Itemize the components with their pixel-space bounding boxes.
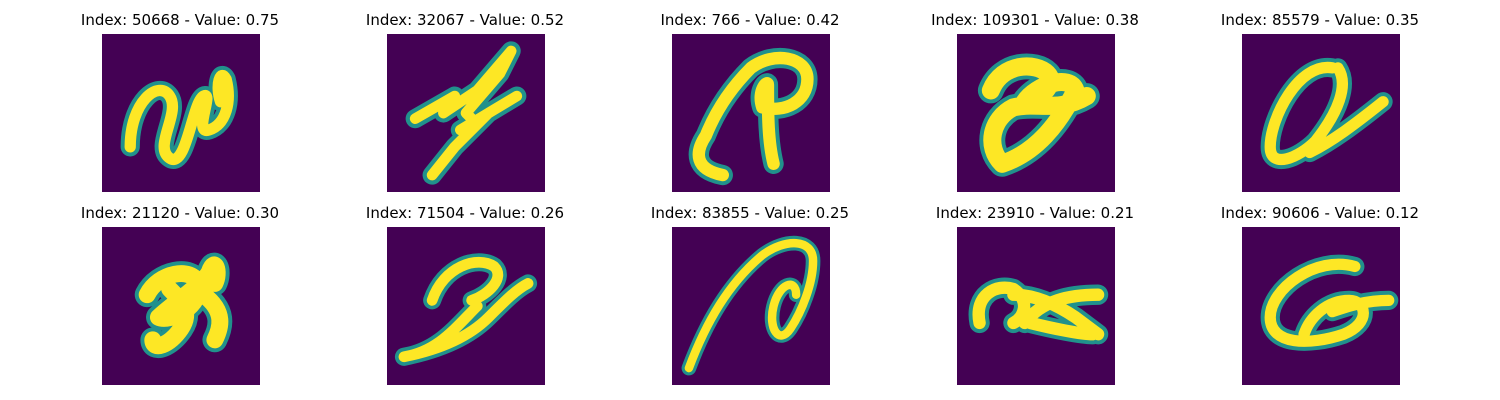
image-panel: Index: 32067 - Value: 0.52 [345,10,585,200]
panel-title: Index: 85579 - Value: 0.35 [1220,11,1420,29]
panel-title: Index: 71504 - Value: 0.26 [365,204,565,222]
image-panel: Index: 90606 - Value: 0.12 [1200,203,1440,393]
glyph-image [1242,34,1400,192]
glyph-image [102,34,260,192]
image-panel: Index: 85579 - Value: 0.35 [1200,10,1440,200]
panel-title: Index: 83855 - Value: 0.25 [650,204,850,222]
glyph-image [957,227,1115,385]
image-panel: Index: 71504 - Value: 0.26 [345,203,585,393]
panel-title: Index: 21120 - Value: 0.30 [80,204,280,222]
panel-title: Index: 50668 - Value: 0.75 [80,11,280,29]
image-panel: Index: 50668 - Value: 0.75 [60,10,300,200]
glyph-image [102,227,260,385]
glyph-image [387,34,545,192]
panel-title: Index: 90606 - Value: 0.12 [1220,204,1420,222]
image-panel: Index: 83855 - Value: 0.25 [630,203,870,393]
panel-title: Index: 23910 - Value: 0.21 [935,204,1135,222]
panel-title: Index: 32067 - Value: 0.52 [365,11,565,29]
image-panel: Index: 766 - Value: 0.42 [630,10,870,200]
image-panel: Index: 21120 - Value: 0.30 [60,203,300,393]
image-panel: Index: 109301 - Value: 0.38 [915,10,1155,200]
image-panel: Index: 23910 - Value: 0.21 [915,203,1155,393]
glyph-image [1242,227,1400,385]
glyph-image [672,34,830,192]
glyph-image [957,34,1115,192]
panel-title: Index: 109301 - Value: 0.38 [931,11,1139,29]
glyph-image [672,227,830,385]
panel-title: Index: 766 - Value: 0.42 [660,11,840,29]
glyph-image [387,227,545,385]
